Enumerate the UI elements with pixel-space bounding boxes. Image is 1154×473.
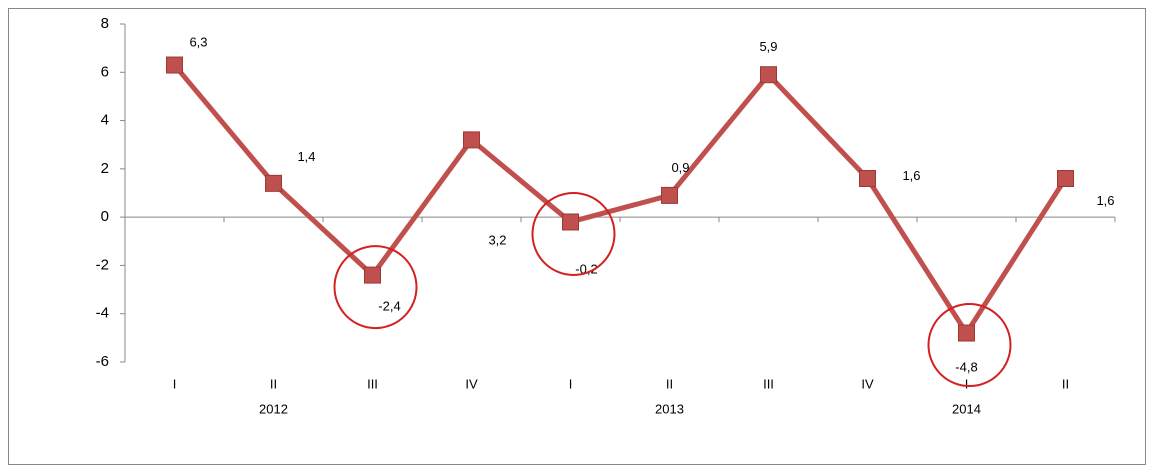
data-label: -4,8 <box>955 359 977 374</box>
point-marker <box>463 131 480 149</box>
data-label: 5,9 <box>759 39 777 54</box>
point-marker <box>859 170 876 188</box>
x-tick-label: I <box>569 376 573 391</box>
data-label: -2,4 <box>378 299 400 314</box>
point-marker <box>166 56 183 74</box>
x-tick-label: IV <box>465 376 478 391</box>
highlight-circle <box>531 191 616 276</box>
y-tick-label: 8 <box>101 15 109 32</box>
point-marker <box>364 266 381 284</box>
x-tick-label: I <box>173 376 177 391</box>
x-tick-label: I <box>965 376 969 391</box>
data-label: -0,2 <box>575 261 597 276</box>
x-group-label: 2013 <box>655 401 684 416</box>
x-tick-label: II <box>270 376 277 391</box>
point-marker <box>958 324 975 342</box>
x-tick-label: III <box>367 376 378 391</box>
y-tick-label: -4 <box>96 305 109 322</box>
y-tick-label: 6 <box>101 63 109 80</box>
x-tick-label: II <box>666 376 673 391</box>
y-tick-label: -2 <box>96 256 109 273</box>
y-tick-label: 4 <box>101 112 109 129</box>
point-marker <box>1057 170 1074 188</box>
data-label: 3,2 <box>488 232 506 247</box>
data-label: 1,4 <box>297 149 315 164</box>
data-label: 1,6 <box>1096 193 1114 208</box>
point-marker <box>661 186 678 204</box>
series-line <box>172 63 1068 336</box>
chart-border <box>8 8 1146 465</box>
point-marker <box>562 213 579 231</box>
x-tick-label: II <box>1062 376 1069 391</box>
data-label: 1,6 <box>902 168 920 183</box>
highlight-circle <box>927 303 1012 388</box>
x-tick-label: III <box>763 376 774 391</box>
highlight-circle <box>333 245 418 330</box>
y-tick-label: 2 <box>101 160 109 177</box>
x-group-label: 2012 <box>259 401 288 416</box>
point-marker <box>760 66 777 84</box>
data-label: 6,3 <box>189 34 207 49</box>
y-tick-label: 0 <box>101 208 109 225</box>
y-tick-label: -6 <box>96 353 109 370</box>
x-group-label: 2014 <box>952 401 981 416</box>
x-tick-label: IV <box>861 376 874 391</box>
data-label: 0,9 <box>671 160 689 175</box>
point-marker <box>265 174 282 192</box>
